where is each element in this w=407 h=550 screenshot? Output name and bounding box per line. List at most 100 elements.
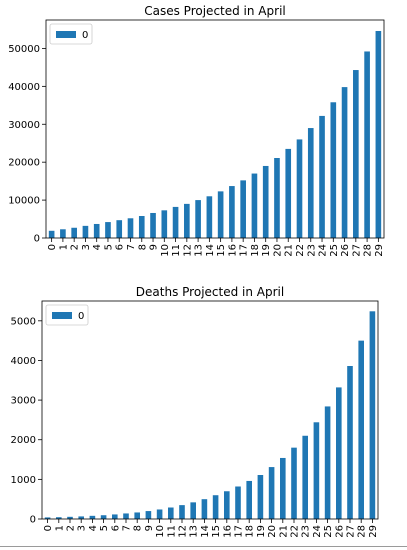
x-tick-label: 0	[43, 525, 54, 531]
x-tick-label: 8	[137, 244, 148, 250]
x-tick-label: 23	[301, 525, 312, 538]
bar	[302, 435, 308, 519]
x-tick-label: 24	[312, 525, 323, 538]
x-tick-label: 11	[171, 244, 182, 257]
bar	[179, 505, 185, 519]
bar	[257, 475, 264, 519]
bar	[78, 516, 84, 519]
x-tick-label: 9	[149, 244, 160, 250]
y-tick-label: 0	[34, 234, 40, 245]
bar	[89, 515, 96, 519]
chart-1: Cases Projected in April 0 10000 20000 30000…	[8, 4, 385, 257]
bar	[240, 180, 246, 238]
legend-swatch	[56, 31, 76, 38]
x-tick-label: 19	[261, 244, 272, 257]
bar	[127, 218, 134, 238]
chart-title: Cases Projected in April	[144, 4, 286, 18]
x-tick-label: 26	[334, 525, 345, 538]
x-tick-label: 12	[182, 244, 193, 257]
x-tick-label: 13	[189, 525, 200, 538]
x-tick-label: 5	[103, 244, 114, 250]
bar	[336, 387, 342, 519]
bar	[134, 512, 140, 519]
bar	[324, 406, 331, 519]
chart-2: Deaths Projected in April010002000300040…	[11, 285, 379, 538]
bar	[341, 87, 348, 239]
x-tick-label: 27	[351, 244, 362, 257]
bar	[235, 486, 241, 519]
y-tick-label: 0	[30, 515, 36, 526]
bar	[195, 200, 201, 238]
bar	[161, 210, 168, 238]
bar	[307, 128, 314, 238]
bar	[123, 513, 129, 519]
x-tick-label: 10	[160, 244, 171, 257]
bar	[201, 499, 208, 519]
bar	[313, 422, 320, 519]
x-tick-label: 1	[54, 525, 65, 531]
x-tick-label: 13	[194, 244, 205, 257]
y-tick-label: 30000	[8, 120, 40, 131]
x-tick-label: 15	[216, 244, 227, 257]
bar	[246, 480, 252, 519]
bar	[105, 222, 111, 238]
x-tick-label: 1	[58, 244, 69, 250]
bar	[347, 366, 353, 519]
y-tick-label: 1000	[11, 475, 36, 486]
x-tick-label: 20	[272, 244, 283, 257]
bar	[262, 165, 269, 238]
x-tick-label: 7	[122, 525, 133, 531]
x-tick-label: 21	[284, 244, 295, 257]
x-tick-label: 10	[155, 525, 166, 538]
x-tick-label: 24	[318, 244, 329, 257]
x-tick-label: 29	[368, 525, 379, 538]
x-tick-label: 17	[239, 244, 250, 257]
x-tick-label: 4	[88, 525, 99, 531]
plot-frame	[41, 300, 379, 520]
x-tick-label: 5	[99, 525, 110, 531]
y-tick-label: 20000	[8, 158, 40, 169]
bar	[150, 212, 156, 238]
legend-label: 0	[78, 311, 84, 322]
x-tick-label: 9	[144, 525, 155, 531]
bar	[274, 158, 280, 238]
bar	[48, 230, 55, 238]
x-tick-label: 22	[290, 525, 301, 538]
x-tick-label: 21	[278, 525, 289, 538]
bar	[353, 70, 359, 238]
bar	[82, 225, 89, 238]
x-tick-label: 0	[47, 244, 58, 250]
x-tick-label: 12	[178, 525, 189, 538]
bar	[156, 509, 163, 519]
bar	[172, 206, 179, 238]
y-tick-label: 10000	[8, 196, 40, 207]
y-tick-label: 5000	[11, 316, 36, 327]
bar	[212, 495, 219, 519]
bar	[285, 148, 292, 238]
bar	[224, 491, 230, 519]
bar	[112, 514, 118, 519]
x-tick-label: 15	[211, 525, 222, 538]
bar	[145, 511, 152, 519]
bar	[229, 186, 235, 238]
chart-title: Deaths Projected in April	[136, 285, 284, 299]
x-tick-label: 20	[267, 525, 278, 538]
x-tick-label: 19	[256, 525, 267, 538]
bar	[375, 30, 382, 239]
x-tick-label: 23	[306, 244, 317, 257]
y-tick-label: 40000	[8, 82, 40, 93]
x-tick-label: 11	[166, 525, 177, 538]
y-tick-label: 2000	[11, 435, 36, 446]
bar	[67, 516, 73, 519]
y-tick-label: 4000	[11, 356, 36, 367]
bar	[330, 102, 337, 238]
x-tick-label: 29	[374, 244, 385, 257]
x-tick-label: 16	[222, 525, 233, 538]
x-tick-label: 25	[329, 244, 340, 257]
x-tick-label: 18	[245, 525, 256, 538]
legend-swatch	[52, 312, 72, 319]
bar	[44, 517, 51, 519]
bar	[93, 223, 100, 238]
x-tick-label: 3	[81, 244, 92, 250]
